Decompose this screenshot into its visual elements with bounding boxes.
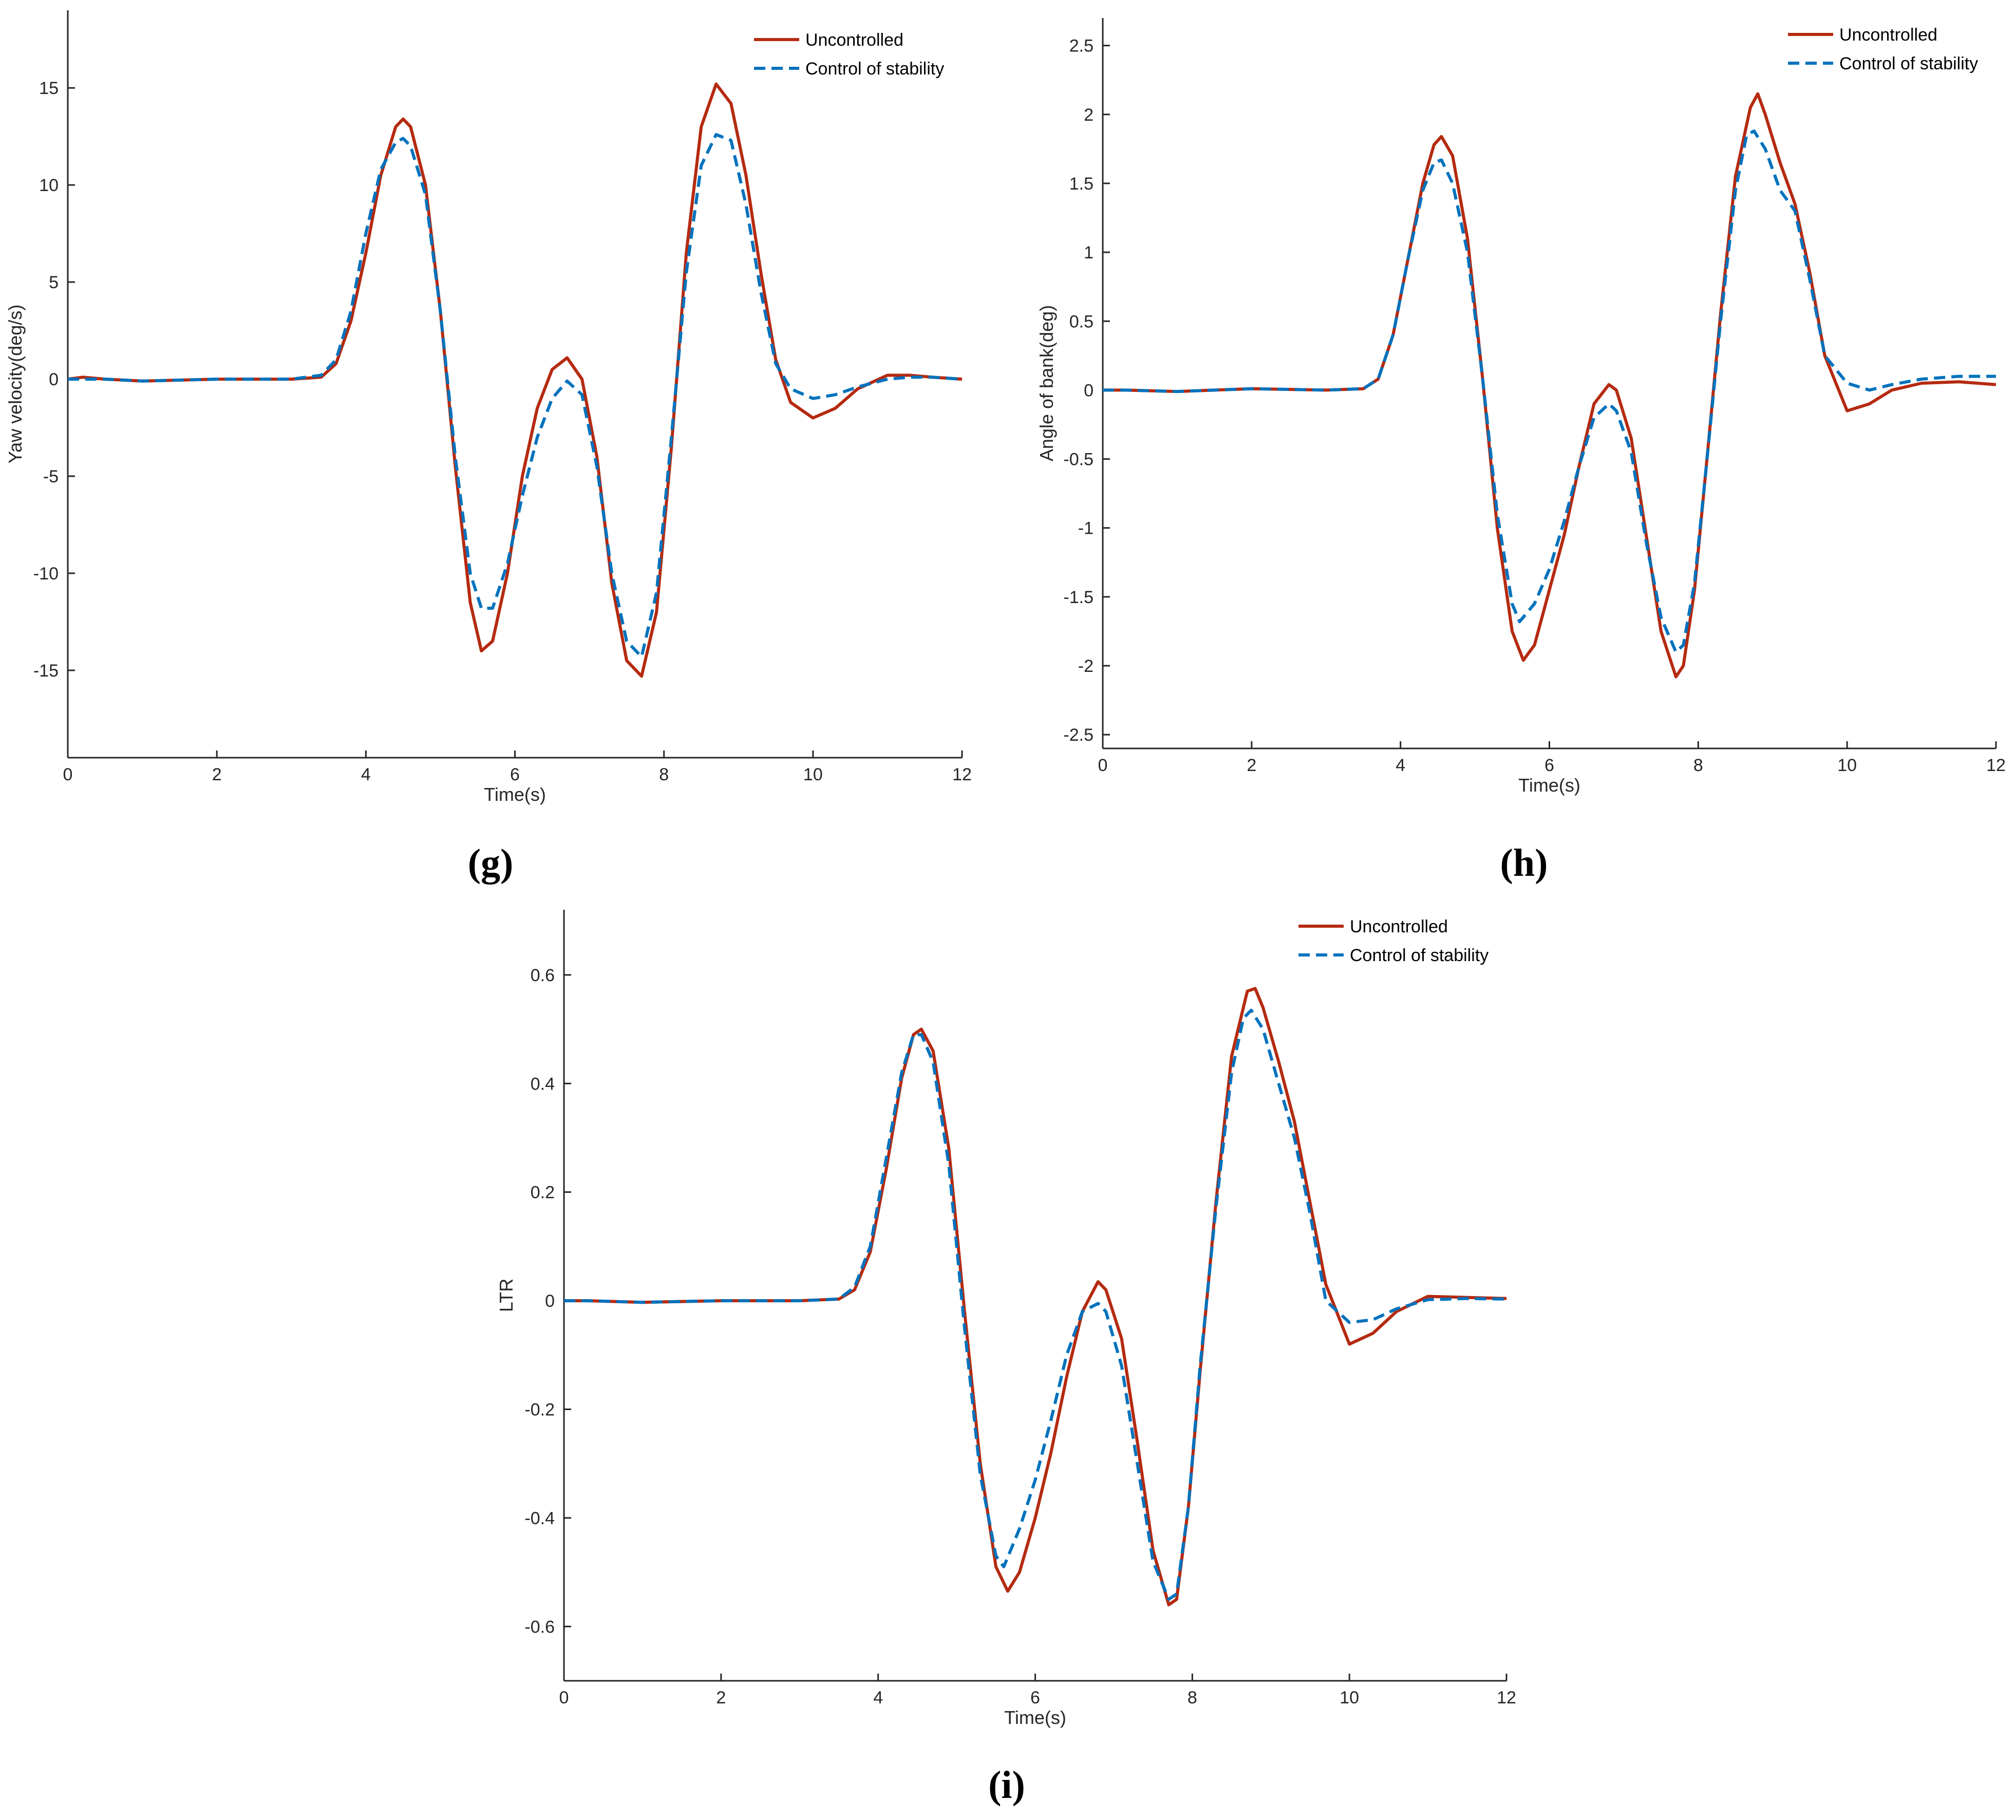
y-tick-label: 0.4 [531, 1074, 555, 1094]
x-tick-label: 10 [1340, 1688, 1359, 1708]
y-tick-label: 2 [1084, 105, 1094, 125]
x-tick-label: 8 [659, 765, 669, 784]
x-axis-label: Time(s) [1004, 1707, 1066, 1728]
panel-caption: (i) [988, 1763, 1025, 1807]
x-tick-label: 6 [1030, 1688, 1040, 1708]
y-tick-label: -15 [33, 661, 59, 681]
x-tick-label: 2 [1247, 756, 1256, 775]
y-tick-label: -0.4 [524, 1509, 555, 1528]
y-tick-label: -0.2 [524, 1400, 555, 1419]
y-tick-label: -5 [43, 467, 59, 486]
x-tick-label: 0 [1098, 756, 1108, 775]
series-line-uncontrolled [67, 82, 963, 678]
x-tick-label: 6 [510, 765, 520, 784]
y-tick-label: 0.5 [1069, 312, 1094, 331]
series-line-control-of-stability [1103, 129, 1996, 654]
y-tick-label: -2.5 [1063, 725, 1094, 745]
y-tick-label: -0.6 [524, 1617, 555, 1637]
chart-panel-2: 0 2 4 6 8 10 12 -2.5 -2 -1.5 -1 -0.5 0 0.5 1 1.5 2 2.5 Tim… [1036, 18, 2006, 885]
x-tick-label: 12 [1497, 1688, 1516, 1708]
legend-label: Uncontrolled [1839, 25, 1937, 45]
chart-panel-3: 0 2 4 6 8 10 12 -0.6 -0.4 -0.2 0 0.2 0.4 0.6 Time(s) LT… [496, 910, 1516, 1807]
y-tick-label: 1.5 [1069, 174, 1094, 194]
x-tick-label: 10 [1837, 756, 1857, 775]
y-tick-label: -1.5 [1063, 588, 1094, 607]
y-tick-label: -0.5 [1063, 450, 1094, 470]
x-axis-label: Time(s) [484, 784, 546, 805]
y-tick-label: -2 [1078, 656, 1094, 676]
y-tick-label: 15 [39, 79, 59, 98]
y-axis-label: Angle of bank(deg) [1036, 305, 1057, 461]
x-tick-label: 0 [63, 765, 73, 784]
y-tick-label: 0 [545, 1291, 555, 1311]
x-tick-label: 4 [873, 1688, 883, 1708]
y-tick-label: -10 [33, 564, 59, 584]
y-tick-label: -1 [1078, 519, 1094, 538]
y-tick-label: 2.5 [1069, 36, 1094, 56]
legend-label: Uncontrolled [1350, 917, 1448, 936]
y-tick-label: 5 [49, 273, 59, 292]
y-tick-label: 0 [49, 370, 59, 389]
y-tick-label: 0.2 [531, 1183, 555, 1203]
x-tick-label: 4 [1396, 756, 1405, 775]
x-axis-label: Time(s) [1518, 775, 1580, 796]
panel-caption: (h) [1500, 841, 1548, 885]
y-tick-label: 0.6 [531, 966, 555, 985]
legend-label: Uncontrolled [805, 30, 903, 50]
series-line-control-of-stability [564, 1008, 1507, 1601]
x-tick-label: 4 [361, 765, 371, 784]
x-tick-label: 12 [952, 765, 972, 784]
y-axis-label: Yaw velocity(deg/s) [5, 305, 26, 463]
x-tick-label: 8 [1693, 756, 1703, 775]
chart-panel-1: 0 2 4 6 8 10 12 -15 -10 -5 0 5 10 15 Time(s) Yaw veloci… [5, 10, 972, 885]
legend-label: Control of stability [805, 59, 944, 79]
x-tick-label: 2 [212, 765, 222, 784]
y-axis-label: LTR [496, 1279, 517, 1312]
x-tick-label: 10 [803, 765, 823, 784]
x-tick-label: 8 [1188, 1688, 1197, 1708]
legend-label: Control of stability [1350, 946, 1489, 965]
x-tick-label: 0 [559, 1688, 569, 1708]
series-line-control-of-stability [68, 133, 963, 659]
panel-caption: (g) [468, 841, 514, 885]
y-tick-label: 10 [39, 176, 59, 195]
x-tick-label: 2 [716, 1688, 726, 1708]
x-tick-label: 12 [1986, 756, 2006, 775]
y-tick-label: 1 [1084, 243, 1094, 262]
series-line-uncontrolled [564, 987, 1507, 1606]
y-tick-label: 0 [1084, 381, 1094, 400]
legend-label: Control of stability [1839, 54, 1978, 73]
x-tick-label: 6 [1544, 756, 1554, 775]
